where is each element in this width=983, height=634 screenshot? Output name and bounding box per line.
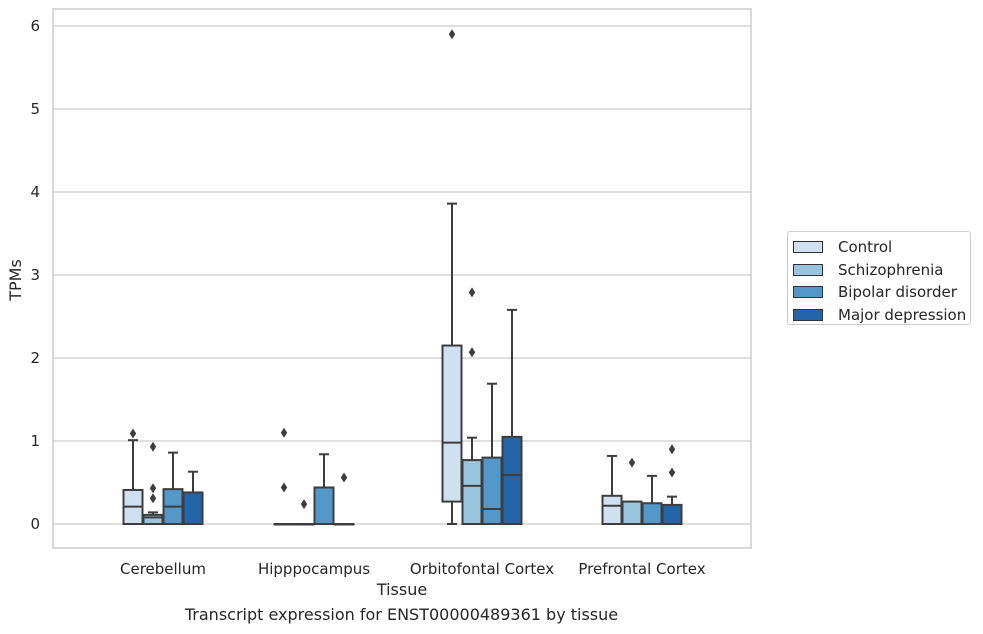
y-tick-labels: 0 1 2 3 4 5 6 (30, 17, 40, 533)
x-tick-label: Cerebellum (120, 560, 206, 578)
legend-item: Major depression (792, 304, 970, 327)
plot-frame (52, 8, 752, 549)
x-tick-labels: Cerebellum Hipppocampus Orbitofontal Corte… (120, 560, 706, 578)
legend-label: Control (838, 238, 893, 257)
y-tick-label: 0 (30, 515, 40, 533)
y-tick-label: 5 (30, 100, 40, 118)
box-1-1 (293, 499, 315, 526)
outlier-point (129, 428, 137, 439)
legend-swatch (793, 308, 823, 321)
box-2-0 (162, 451, 184, 526)
box-1-2 (461, 287, 483, 525)
legend-swatch (793, 241, 823, 254)
legend-label: Major depression (838, 305, 967, 324)
box-body (601, 494, 623, 525)
box-body (441, 344, 463, 503)
legend-item: Schizophrenia (792, 259, 970, 282)
box-body (142, 513, 164, 525)
box-3-2 (501, 308, 523, 526)
y-axis-label: TPMs (6, 259, 25, 302)
box-1-3 (621, 457, 643, 525)
outlier-point (668, 467, 676, 478)
outlier-point (149, 493, 157, 504)
box-0-3 (601, 454, 623, 525)
outlier-point (468, 347, 476, 358)
box-body (621, 500, 643, 525)
legend-item: Bipolar disorder (792, 281, 970, 304)
box-body (501, 435, 523, 526)
outlier-point (149, 483, 157, 494)
outlier-point (280, 427, 288, 438)
x-tick-label: Orbitofontal Cortex (410, 560, 554, 578)
legend-swatch (793, 263, 823, 276)
outlier-point (300, 499, 308, 510)
outlier-point (668, 444, 676, 455)
box-2-3 (641, 474, 663, 525)
box-0-0 (122, 428, 144, 525)
box-1-0 (142, 441, 164, 525)
box-3-1 (333, 472, 355, 526)
box-2-1 (313, 453, 335, 526)
y-tick-label: 2 (30, 349, 40, 367)
x-tick-label: Prefrontal Cortex (578, 560, 705, 578)
outlier-point (468, 287, 476, 298)
outlier-point (340, 472, 348, 483)
box-3-3 (661, 444, 683, 526)
box-series (122, 29, 683, 526)
grid-lines (53, 25, 751, 525)
box-body (641, 502, 663, 525)
box-body (661, 503, 683, 526)
box-0-1 (273, 427, 295, 526)
box-3-0 (182, 470, 204, 525)
x-axis-label: Tissue (376, 580, 427, 599)
legend-swatch (793, 286, 823, 299)
outlier-point (628, 457, 636, 468)
outlier-point (280, 482, 288, 493)
y-tick-label: 6 (30, 17, 40, 35)
legend-label: Bipolar disorder (838, 283, 957, 302)
box-body (481, 456, 503, 526)
legend-item: Control (792, 236, 970, 259)
box-body (313, 486, 335, 526)
chart-legend: Control Schizophrenia Bipolar disorder Majo… (787, 231, 971, 325)
y-tick-label: 1 (30, 432, 40, 450)
legend-label: Schizophrenia (838, 260, 944, 279)
box-0-2 (441, 29, 463, 525)
chart-caption: Transcript expression for ENST0000048936… (184, 605, 619, 624)
box-2-2 (481, 382, 503, 526)
box-body (461, 459, 483, 525)
y-tick-label: 3 (30, 266, 40, 284)
y-tick-label: 4 (30, 183, 40, 201)
box-body (182, 491, 204, 525)
outlier-point (448, 29, 456, 40)
outlier-point (149, 441, 157, 452)
x-tick-label: Hipppocampus (258, 560, 370, 578)
